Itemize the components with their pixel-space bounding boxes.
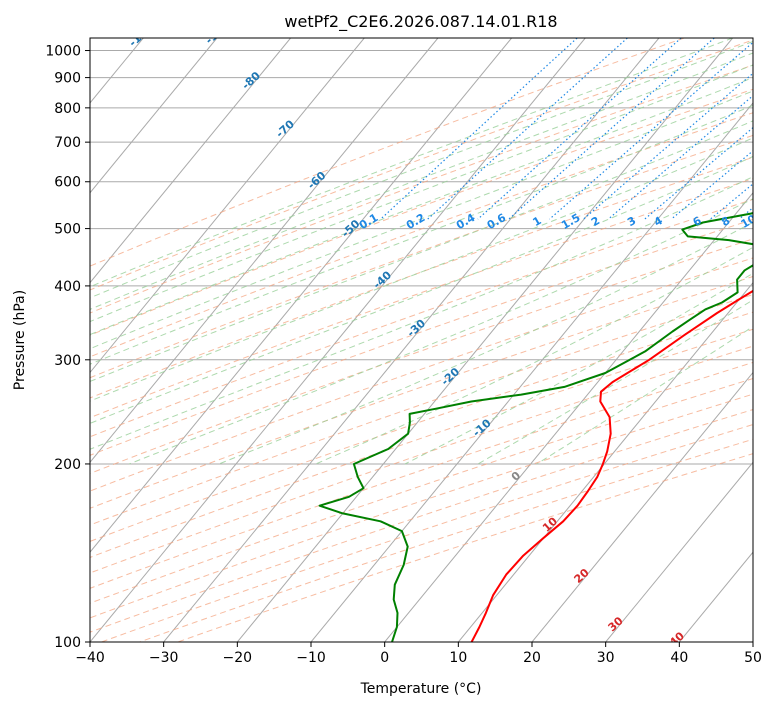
x-axis-label: Temperature (°C) xyxy=(360,681,482,697)
y-tick-label: 700 xyxy=(54,135,81,151)
y-tick-label: 200 xyxy=(54,457,81,473)
y-tick-label: 100 xyxy=(54,635,81,651)
y-tick-label: 800 xyxy=(54,101,81,117)
x-tick-label: 50 xyxy=(744,650,762,666)
y-tick-label: 1000 xyxy=(45,44,81,60)
y-tick-label: 400 xyxy=(54,279,81,295)
x-tick-label: 30 xyxy=(597,650,615,666)
y-tick-label: 600 xyxy=(54,175,81,191)
x-tick-label: −40 xyxy=(75,650,105,666)
y-tick-label: 900 xyxy=(54,71,81,87)
y-tick-label: 500 xyxy=(54,222,81,238)
y-tick-label: 300 xyxy=(54,353,81,369)
x-tick-label: 10 xyxy=(449,650,467,666)
x-tick-label: 0 xyxy=(380,650,389,666)
x-tick-label: 40 xyxy=(670,650,688,666)
x-tick-label: 20 xyxy=(523,650,541,666)
y-axis-label: Pressure (hPa) xyxy=(12,290,28,390)
chart-title: wetPf2_C2E6.2026.087.14.01.R18 xyxy=(284,12,557,32)
x-tick-label: −30 xyxy=(149,650,179,666)
x-tick-label: −20 xyxy=(223,650,253,666)
x-tick-label: −10 xyxy=(296,650,326,666)
